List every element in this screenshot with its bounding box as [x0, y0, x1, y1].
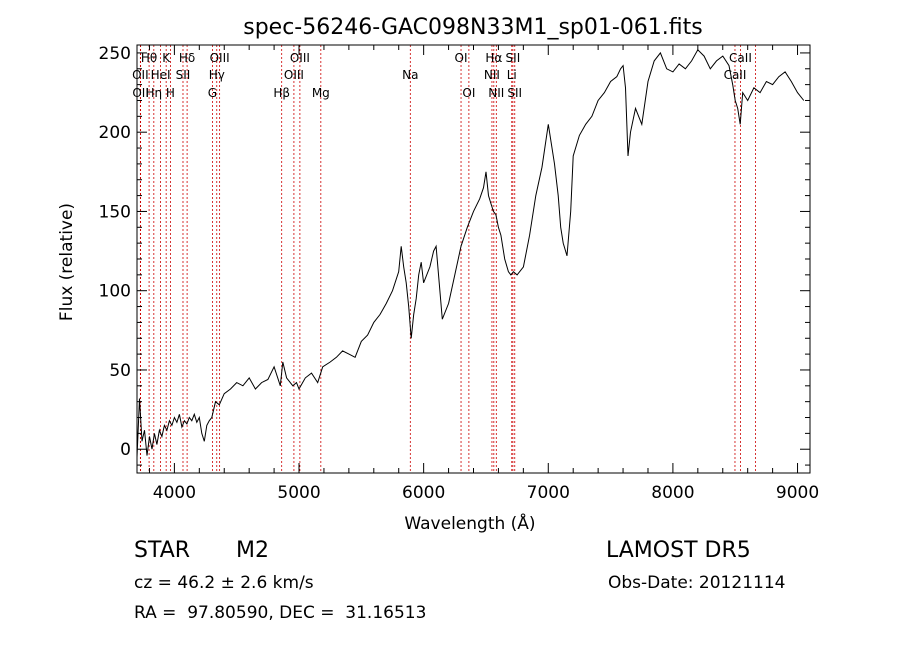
y-tick-label: 50: [109, 361, 131, 381]
line-label-2: Hδ: [179, 51, 195, 65]
line-label-5: OI: [455, 51, 468, 65]
line-label-20: H: [166, 86, 175, 100]
line-label-3: OIII: [210, 51, 230, 65]
line-label-19: Hη: [146, 86, 163, 100]
line-label-16: Li: [507, 68, 517, 82]
emission-line-labels: Hθ K Hδ OIII OIII OI Hα SII CaII OII HeI SII Hγ OIII N…: [132, 51, 752, 100]
line-label-4: OIII: [290, 51, 310, 65]
line-label-24: OI: [462, 86, 475, 100]
y-axis-label: Flux (relative): [57, 203, 77, 321]
x-tick-label: 5000: [277, 483, 320, 503]
y-axis: 0 50 100 150 200 250: [99, 44, 810, 466]
line-label-12: Hγ: [209, 68, 225, 82]
x-tick-label: 9000: [776, 483, 819, 503]
line-label-14: Na: [402, 68, 418, 82]
line-label-9: OII: [132, 68, 149, 82]
plot-frame: [136, 44, 811, 474]
line-label-26: SII: [507, 86, 522, 100]
ra-dec-coordinates: RA = 97.80590, DEC = 31.16513: [134, 603, 427, 623]
x-axis-label: Wavelength (Å): [404, 512, 535, 534]
line-label-23: Mg: [312, 86, 330, 100]
y-tick-label: 100: [99, 282, 131, 302]
line-label-8: CaII: [729, 51, 752, 65]
x-tick-label: 4000: [153, 483, 196, 503]
x-axis: 4000 5000 6000 7000 8000 9000: [148, 45, 819, 503]
line-label-13: OIII: [284, 68, 304, 82]
redshift-velocity: cz = 46.2 ± 2.6 km/s: [134, 573, 314, 593]
line-label-18: OII: [132, 86, 149, 100]
line-label-25: NII: [488, 86, 504, 100]
line-label-10: HeI: [151, 68, 171, 82]
object-subclass: M2: [236, 538, 269, 563]
x-tick-label: 8000: [651, 483, 694, 503]
spectrum-line: [136, 48, 805, 458]
y-tick-label: 0: [120, 440, 131, 460]
x-tick-label: 6000: [402, 483, 445, 503]
line-label-15: NII: [484, 68, 500, 82]
observation-date: Obs-Date: 20121114: [608, 573, 786, 593]
x-tick-label: 7000: [527, 483, 570, 503]
y-tick-label: 200: [99, 123, 131, 143]
y-tick-label: 150: [99, 202, 131, 222]
emission-line-markers: [139, 45, 756, 473]
survey-name: LAMOST DR5: [606, 538, 751, 563]
object-class: STAR: [134, 538, 191, 563]
line-label-0: Hθ: [141, 51, 157, 65]
line-label-6: Hα: [485, 51, 502, 65]
line-label-11: SII: [176, 68, 191, 82]
line-label-21: G: [208, 86, 217, 100]
line-label-22: Hβ: [273, 86, 290, 100]
chart-title: spec-56246-GAC098N33M1_sp01-061.fits: [243, 15, 703, 40]
line-label-17: CaII: [724, 68, 747, 82]
line-label-1: K: [162, 51, 171, 65]
y-tick-label: 250: [99, 44, 131, 64]
line-label-7: SII: [506, 51, 521, 65]
